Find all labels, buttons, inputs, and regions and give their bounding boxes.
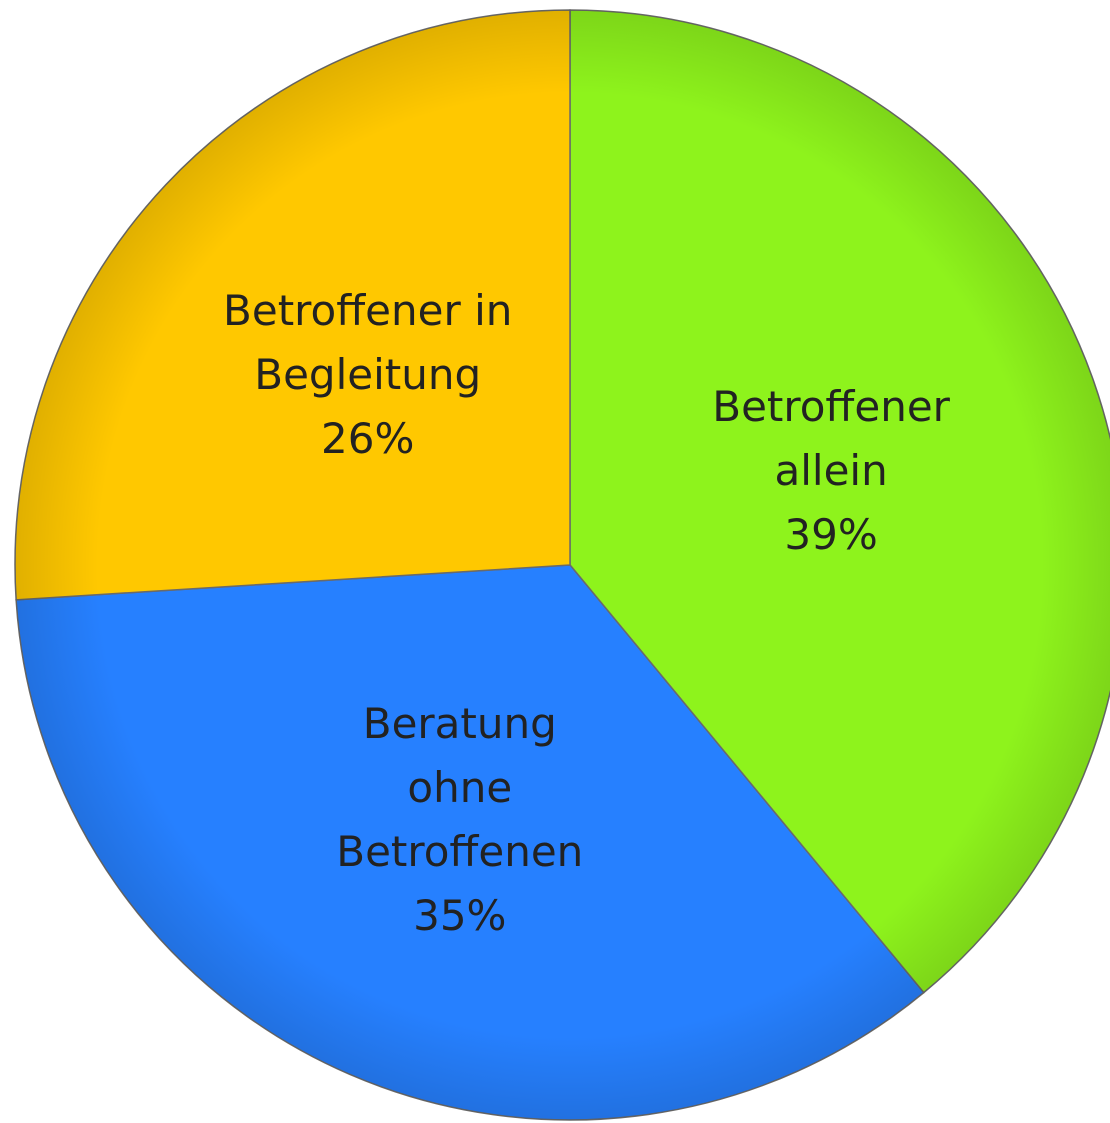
slice-label: Betroffener allein 39% (712, 375, 950, 567)
value-label: 39% (784, 510, 878, 559)
slice-label: Betroffener in Begleitung 26% (223, 279, 512, 471)
category-label: Beratung ohne Betroffenen (336, 698, 584, 876)
value-label: 26% (321, 414, 415, 464)
category-label: Betroffener allein (712, 382, 950, 495)
slice-label: Beratung ohne Betroffenen 35% (336, 692, 583, 948)
value-label: 35% (413, 890, 507, 940)
category-label: Betroffener in Begleitung (223, 286, 513, 400)
